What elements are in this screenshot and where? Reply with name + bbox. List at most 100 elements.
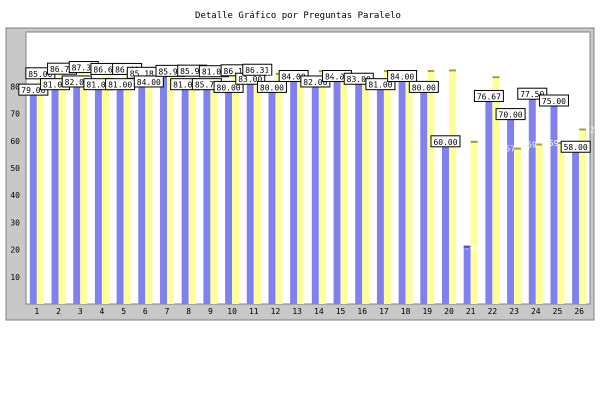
x-tick-label: 2: [56, 307, 61, 316]
bar: [181, 83, 189, 305]
x-tick-label: 10: [227, 307, 237, 316]
bar: [514, 147, 522, 304]
x-tick-label: 22: [488, 307, 498, 316]
data-label: 85.90: [158, 67, 182, 76]
data-label-box: [387, 70, 418, 83]
bar-cap: [492, 76, 500, 79]
bar: [167, 70, 174, 305]
data-label: 83.00: [238, 75, 262, 84]
data-label: 59.00: [527, 141, 551, 150]
bar: [318, 70, 326, 304]
x-tick-label: 12: [271, 307, 281, 316]
bar: [383, 70, 391, 304]
bar: [29, 89, 37, 305]
bar: [340, 72, 348, 304]
x-tick-label: 26: [574, 307, 584, 316]
data-label: 21.43: [455, 243, 479, 252]
data-label: 86.10: [224, 67, 248, 76]
data-label: 80.00: [217, 83, 241, 92]
data-label: 70.00: [499, 111, 523, 120]
data-label: 64.52: [571, 126, 595, 135]
bar-cap: [579, 128, 587, 131]
bar: [557, 142, 565, 304]
bar: [160, 75, 167, 305]
bar: [470, 140, 478, 304]
bar-cap: [463, 245, 471, 248]
data-label: 79.00: [21, 86, 45, 95]
bar: [355, 78, 363, 305]
bar: [123, 68, 131, 304]
bar: [311, 80, 319, 305]
chart-title: Detalle Gráfico por Preguntas Paralelo: [195, 11, 401, 21]
bar: [138, 72, 146, 305]
data-label: 81.00: [43, 81, 67, 90]
bar: [297, 70, 305, 304]
bar: [362, 72, 370, 304]
x-tick-label: 20: [444, 307, 454, 316]
x-tick-label: 3: [78, 307, 83, 316]
x-tick-label: 15: [336, 307, 346, 316]
bar: [80, 66, 88, 304]
bar: [58, 68, 66, 305]
data-label: 84.00: [325, 73, 349, 82]
bar: [116, 83, 124, 305]
data-label: 80.00: [412, 83, 436, 92]
data-label: 81.00: [202, 68, 226, 77]
x-tick-label: 23: [509, 307, 519, 316]
data-label: 85.18: [130, 69, 154, 78]
bar: [188, 70, 196, 305]
data-label: 85.76: [195, 81, 219, 90]
data-label: 81.00: [368, 81, 392, 90]
bar: [73, 80, 81, 305]
bar: [405, 72, 413, 304]
bar: [253, 69, 261, 304]
x-tick-label: 18: [401, 307, 411, 316]
bar: [333, 75, 341, 305]
data-label: 86.70: [50, 65, 74, 74]
x-tick-label: 1: [34, 307, 39, 316]
data-label: 84.00: [137, 78, 161, 87]
bar: [246, 78, 254, 305]
data-label: 75.00: [542, 97, 566, 106]
x-tick-label: 16: [357, 307, 367, 316]
y-axis: 10 20 30 40 50 60 70 80: [10, 82, 20, 281]
bar: [94, 83, 102, 305]
y-tick-label: 70: [10, 110, 20, 119]
data-label-box: [517, 87, 548, 100]
data-label: 86.31: [245, 66, 269, 75]
data-label-box: [560, 140, 591, 153]
bar: [535, 143, 543, 304]
data-label-box: [430, 135, 461, 148]
data-label: 85.00: [28, 70, 52, 79]
data-label: 86.60: [93, 65, 117, 74]
bar-cap: [535, 143, 543, 146]
data-label: 58.00: [564, 143, 588, 152]
bar: [145, 80, 153, 305]
x-tick-label: 9: [208, 307, 213, 316]
bar: [232, 69, 240, 304]
data-label: 81.00: [173, 81, 197, 90]
bar: [203, 83, 211, 305]
data-label: 82.00: [65, 78, 89, 87]
data-label: 81.00: [86, 81, 110, 90]
data-label: 77.50: [520, 90, 544, 99]
bar: [463, 245, 471, 304]
bar-cap: [514, 147, 522, 150]
data-label-box: [365, 78, 396, 91]
bar: [290, 75, 298, 305]
x-tick-label: 25: [553, 307, 563, 316]
bar: [427, 70, 435, 304]
data-label-box: [242, 63, 273, 76]
bar: [36, 72, 44, 304]
bar: [572, 146, 580, 304]
bar: [225, 86, 233, 305]
bar: [398, 75, 406, 305]
x-tick-label: 19: [422, 307, 432, 316]
x-tick-label: 5: [121, 307, 126, 316]
x-tick-label: 6: [143, 307, 148, 316]
bar: [268, 86, 276, 305]
data-label-box: [256, 80, 287, 93]
bar: [579, 128, 587, 304]
bar: [442, 140, 449, 304]
